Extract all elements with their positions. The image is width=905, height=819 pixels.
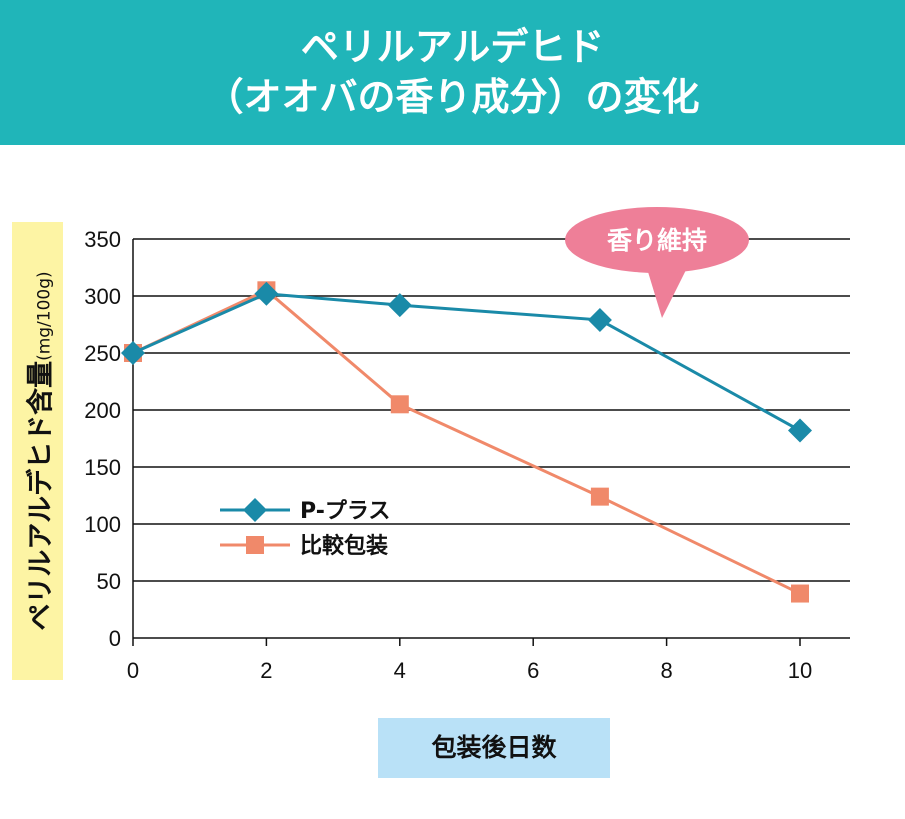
y-tick-label: 300 [84,284,121,309]
callout-text: 香り維持 [607,226,707,255]
legend-marker-square [246,536,264,554]
y-tick-label: 150 [84,455,121,480]
callout-bubble [565,207,749,273]
y-tick-label: 350 [84,227,121,252]
x-tick-label: 0 [127,658,139,683]
y-tick-label: 50 [97,569,121,594]
chart-title: ペリルアルデヒド （オオバの香り成分）の変化 [0,0,905,145]
data-point-p-plus [387,293,412,318]
data-point-p-plus [788,418,812,443]
series-line-compare [132,288,801,595]
x-tick-label: 6 [527,658,539,683]
callout-tail [645,262,690,318]
x-tick-label: 8 [660,658,672,683]
legend-marker-diamond [243,498,267,522]
y-tick-label: 200 [84,398,121,423]
x-tick-label: 2 [260,658,272,683]
title-line-2: （オオバの香り成分）の変化 [205,75,700,119]
data-point-compare [390,395,409,414]
y-tick-label: 250 [84,341,121,366]
legend-label: 比較包装 [300,533,388,559]
title-line-1: ペリルアルデヒド [300,25,605,69]
data-point-p-plus [587,307,612,332]
data-point-p-plus [121,341,145,365]
x-tick-label: 4 [394,658,406,683]
legend-label: P-プラス [300,499,390,524]
data-point-compare [791,584,809,603]
x-tick-label: 10 [788,658,812,683]
y-tick-label: 100 [84,512,121,537]
x-axis-label: 包装後日数 [378,718,610,778]
y-axis-label-box: ペリルアルデヒド含量(mg/100g) [12,222,63,680]
data-point-p-plus [254,281,279,306]
y-tick-label: 0 [109,626,121,651]
data-point-compare [590,487,609,506]
